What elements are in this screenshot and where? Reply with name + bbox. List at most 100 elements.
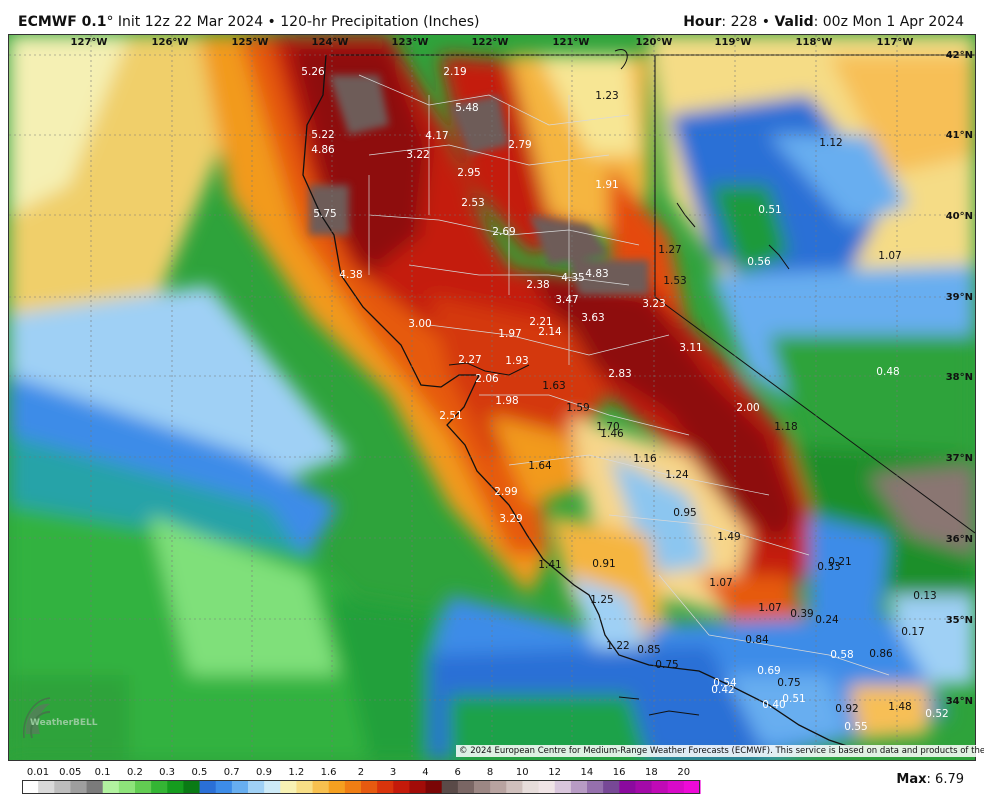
precip-value-label: 3.23 bbox=[642, 298, 665, 310]
legend-frame bbox=[22, 780, 700, 794]
legend-swatch bbox=[619, 780, 637, 794]
precip-value-label: 0.21 bbox=[828, 556, 851, 568]
legend-swatch bbox=[70, 780, 88, 794]
legend-swatch bbox=[441, 780, 459, 794]
legend-swatches bbox=[22, 780, 701, 794]
precip-value-label: 2.27 bbox=[458, 354, 481, 366]
precip-value-label: 2.14 bbox=[538, 326, 562, 338]
legend-labels: 0.01 0.05 0.1 0.2 0.3 0.5 0.7 0.9 1.2 1.6 2 3 4 6 8 10 1… bbox=[27, 767, 690, 778]
precip-value-label: 0.33 bbox=[817, 561, 840, 573]
legend-label: 0.3 bbox=[159, 767, 175, 778]
precip-value-label: 0.54 bbox=[713, 677, 737, 689]
precip-value-label: 1.59 bbox=[566, 402, 589, 414]
legend-label: 4 bbox=[422, 767, 428, 778]
precip-value-label: 1.41 bbox=[538, 559, 561, 571]
legend-swatch bbox=[490, 780, 507, 794]
legend-swatch bbox=[86, 780, 104, 794]
legend-swatch bbox=[22, 780, 39, 794]
precip-value-label: 0.58 bbox=[830, 649, 853, 661]
legend-swatch bbox=[538, 780, 556, 794]
lat-label: 34°N bbox=[946, 696, 973, 707]
precip-value-label: 0.86 bbox=[869, 648, 893, 660]
legend-label: 16 bbox=[613, 767, 626, 778]
copyright-notice: © 2024 European Centre for Medium-Range … bbox=[456, 745, 984, 757]
legend-swatch bbox=[167, 780, 185, 794]
legend-swatch bbox=[393, 780, 411, 794]
precip-value-label: 1.12 bbox=[819, 137, 842, 149]
lon-label: 127°W bbox=[71, 37, 108, 48]
legend-label: 0.01 bbox=[27, 767, 49, 778]
precipitation-map: 127°W 126°W 125°W 124°W 123°W 122°W 121°… bbox=[8, 34, 976, 761]
lat-label: 36°N bbox=[946, 534, 973, 545]
precip-color-legend: 0.01 0.05 0.1 0.2 0.3 0.5 0.7 0.9 1.2 1.6 2 3 4 6 8 10 1… bbox=[22, 764, 702, 800]
lat-label: 40°N bbox=[946, 211, 973, 222]
precip-value-label: 3.11 bbox=[679, 342, 702, 354]
precip-value-label: 2.83 bbox=[608, 368, 631, 380]
legend-swatch bbox=[264, 780, 281, 794]
lon-label: 117°W bbox=[877, 37, 914, 48]
legend-swatch bbox=[248, 780, 265, 794]
legend-swatch bbox=[344, 780, 362, 794]
precip-value-label: 0.24 bbox=[815, 614, 839, 626]
legend-swatch bbox=[231, 780, 249, 794]
precip-value-label: 2.19 bbox=[443, 66, 466, 78]
lat-label: 41°N bbox=[946, 130, 973, 141]
legend-label: 0.9 bbox=[256, 767, 272, 778]
legend-label: 8 bbox=[487, 767, 493, 778]
legend-label: 18 bbox=[645, 767, 658, 778]
lon-label: 126°W bbox=[152, 37, 189, 48]
precip-value-label: 1.98 bbox=[495, 395, 518, 407]
precip-value-label: 1.91 bbox=[595, 179, 618, 191]
lon-label: 123°W bbox=[392, 37, 429, 48]
precip-value-label: 3.00 bbox=[408, 318, 431, 330]
precip-value-label: 2.79 bbox=[508, 139, 531, 151]
legend-label: 3 bbox=[390, 767, 396, 778]
legend-label: 10 bbox=[516, 767, 529, 778]
precip-value-label: 3.29 bbox=[499, 513, 522, 525]
precip-value-label: 4.35 bbox=[561, 272, 584, 284]
precip-value-label: 2.99 bbox=[494, 486, 517, 498]
precip-value-label: 0.75 bbox=[777, 677, 800, 689]
precip-value-label: 5.75 bbox=[313, 208, 336, 220]
precip-value-label: 2.53 bbox=[461, 197, 484, 209]
legend-label: 1.2 bbox=[288, 767, 304, 778]
precip-value-label: 4.38 bbox=[339, 269, 362, 281]
precip-value-label: 2.51 bbox=[439, 410, 462, 422]
legend-swatch bbox=[312, 780, 330, 794]
legend-label: 20 bbox=[677, 767, 690, 778]
precip-value-label: 1.93 bbox=[505, 355, 528, 367]
latitude-labels: 42°N 41°N 40°N 39°N 38°N 37°N 36°N 35°N … bbox=[946, 50, 973, 707]
legend-label: 6 bbox=[455, 767, 461, 778]
precip-value-label: 3.63 bbox=[581, 312, 604, 324]
precip-value-label: 1.07 bbox=[878, 250, 901, 262]
precip-value-label: 1.24 bbox=[665, 469, 689, 481]
precip-value-label: 0.91 bbox=[592, 558, 615, 570]
legend-swatch bbox=[280, 780, 298, 794]
lon-label: 122°W bbox=[472, 37, 509, 48]
legend-swatch bbox=[377, 780, 394, 794]
legend-swatch bbox=[522, 780, 540, 794]
precip-value-label: 2.95 bbox=[457, 167, 480, 179]
precip-value-label: 1.46 bbox=[600, 428, 624, 440]
logo-text: WeatherBELL bbox=[30, 718, 98, 728]
precip-value-label: 1.22 bbox=[606, 640, 629, 652]
precip-value-label: 0.39 bbox=[790, 608, 813, 620]
legend-label: 0.7 bbox=[224, 767, 240, 778]
valid-time: Hour: 228 • Valid: 00z Mon 1 Apr 2024 bbox=[683, 14, 964, 30]
precip-value-label: 1.07 bbox=[709, 577, 732, 589]
precip-value-label: 0.55 bbox=[844, 721, 867, 733]
legend-swatch bbox=[118, 780, 136, 794]
precip-value-label: 0.95 bbox=[673, 507, 696, 519]
precip-value-label: 2.06 bbox=[475, 373, 499, 385]
precip-value-label: 2.21 bbox=[529, 316, 552, 328]
precip-value-label: 4.86 bbox=[311, 144, 335, 156]
precip-value-label: 2.38 bbox=[526, 279, 549, 291]
legend-swatch bbox=[683, 780, 701, 794]
legend-label: 0.05 bbox=[59, 767, 81, 778]
precip-value-label: 0.92 bbox=[835, 703, 858, 715]
precip-value-label: 0.84 bbox=[745, 634, 769, 646]
hour-value: : 228 • bbox=[721, 14, 775, 30]
precip-value-label: 1.23 bbox=[595, 90, 618, 102]
lon-label: 124°W bbox=[312, 37, 349, 48]
degree-sign: ° bbox=[106, 14, 114, 30]
